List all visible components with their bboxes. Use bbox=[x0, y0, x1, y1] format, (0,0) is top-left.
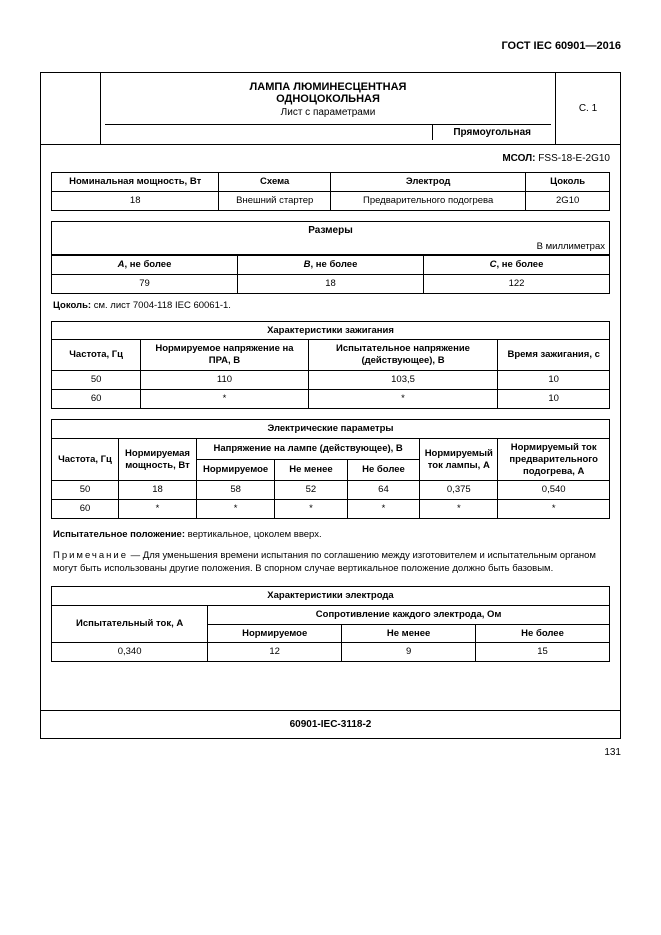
data-cell: Предварительного подогрева bbox=[330, 191, 525, 210]
data-cell: 103,5 bbox=[308, 371, 498, 390]
base-note-label: Цоколь: bbox=[53, 300, 91, 311]
data-cell: * bbox=[275, 500, 348, 519]
electrical-title: Электрические параметры bbox=[52, 419, 610, 438]
data-cell: 12 bbox=[208, 643, 342, 662]
data-cell: 0,340 bbox=[52, 643, 208, 662]
data-cell: 0,375 bbox=[420, 481, 498, 500]
data-cell: 10 bbox=[498, 371, 610, 390]
col-current: Нормируемый ток лампы, А bbox=[420, 438, 498, 481]
position-label: Испытательное положение: bbox=[53, 529, 185, 540]
msol-line: МСОЛ: FSS-18-E-2G10 bbox=[51, 153, 610, 164]
electrode-table: Характеристики электрода Испытательный т… bbox=[51, 586, 610, 663]
data-cell: 122 bbox=[424, 274, 610, 293]
column-header: Не менее bbox=[342, 624, 476, 643]
dimensions-unit: В миллиметрах bbox=[51, 239, 610, 255]
data-cell: 60 bbox=[52, 390, 141, 409]
dimensions-title: Размеры bbox=[51, 221, 610, 239]
data-cell: 15 bbox=[476, 643, 610, 662]
electrode-title: Характеристики электрода bbox=[52, 586, 610, 605]
column-header: Испытательное напряжение (действующее), … bbox=[308, 340, 498, 371]
data-cell: 10 bbox=[498, 390, 610, 409]
page-ref: С. 1 bbox=[555, 73, 620, 144]
main-frame: ЛАМПА ЛЮМИНЕСЦЕНТНАЯ ОДНОЦОКОЛЬНАЯ Лист … bbox=[40, 72, 621, 739]
data-cell: 50 bbox=[52, 481, 119, 500]
column-header: Не менее bbox=[275, 460, 348, 481]
page-number: 131 bbox=[40, 747, 621, 758]
data-cell: * bbox=[118, 500, 196, 519]
shape-label: Прямоугольная bbox=[432, 125, 551, 140]
ignition-title: Характеристики зажигания bbox=[52, 321, 610, 340]
voltage-header: Напряжение на лампе (действующее), В bbox=[197, 438, 420, 459]
note-label: Примечание bbox=[53, 550, 128, 561]
column-header: Нормируемое bbox=[208, 624, 342, 643]
data-cell: 60 bbox=[52, 500, 119, 519]
column-header: B, не более bbox=[238, 255, 424, 274]
data-cell: 79 bbox=[52, 274, 238, 293]
column-header: Нормируемое bbox=[197, 460, 275, 481]
data-cell: 64 bbox=[347, 481, 420, 500]
data-cell: 0,540 bbox=[498, 481, 610, 500]
note-body: Примечание — Для уменьшения времени испы… bbox=[53, 550, 608, 576]
dimensions-block: Размеры В миллиметрах A, не болееB, не б… bbox=[51, 221, 610, 294]
electrode-current-col: Испытательный ток, А bbox=[52, 605, 208, 643]
document-id: ГОСТ IEC 60901—2016 bbox=[40, 40, 621, 52]
resistance-header: Сопротивление каждого электрода, Ом bbox=[208, 605, 610, 624]
msol-label: МСОЛ: bbox=[502, 153, 535, 164]
data-cell: * bbox=[308, 390, 498, 409]
data-cell: 18 bbox=[238, 274, 424, 293]
footer-code: 60901-IEC-3118-2 bbox=[41, 710, 620, 738]
position-text: вертикальное, цоколем вверх. bbox=[188, 529, 322, 540]
data-cell: * bbox=[347, 500, 420, 519]
column-header: Не более bbox=[347, 460, 420, 481]
column-header: Номинальная мощность, Вт bbox=[52, 173, 219, 192]
col-freq: Частота, Гц bbox=[52, 438, 119, 481]
note-text: — Для уменьшения времени испытания по со… bbox=[53, 550, 596, 574]
data-cell: * bbox=[197, 500, 275, 519]
column-header: Частота, Гц bbox=[52, 340, 141, 371]
data-cell: 18 bbox=[118, 481, 196, 500]
col-power: Нормируемая мощность, Вт bbox=[118, 438, 196, 481]
data-cell: * bbox=[498, 500, 610, 519]
column-header: Электрод bbox=[330, 173, 525, 192]
column-header: C, не более bbox=[424, 255, 610, 274]
data-cell: 9 bbox=[342, 643, 476, 662]
col-preheat: Нормируемый ток предварительного подогре… bbox=[498, 438, 610, 481]
data-cell: 2G10 bbox=[526, 191, 610, 210]
data-cell: * bbox=[420, 500, 498, 519]
sheet-label: Лист с параметрами bbox=[105, 107, 551, 118]
column-header: Цоколь bbox=[526, 173, 610, 192]
column-header: Время зажигания, с bbox=[498, 340, 610, 371]
base-note: Цоколь: см. лист 7004-118 IEC 60061-1. bbox=[53, 300, 610, 311]
data-cell: 50 bbox=[52, 371, 141, 390]
data-cell: 52 bbox=[275, 481, 348, 500]
column-header: Схема bbox=[219, 173, 331, 192]
column-header: Не более bbox=[476, 624, 610, 643]
position-note: Испытательное положение: вертикальное, ц… bbox=[53, 529, 610, 540]
data-cell: 110 bbox=[141, 371, 308, 390]
title-block: ЛАМПА ЛЮМИНЕСЦЕНТНАЯ ОДНОЦОКОЛЬНАЯ Лист … bbox=[41, 73, 620, 145]
column-header: Нормируемое напряжение на ПРА, В bbox=[141, 340, 308, 371]
data-cell: Внешний стартер bbox=[219, 191, 331, 210]
data-cell: * bbox=[141, 390, 308, 409]
electrical-table: Электрические параметры Частота, Гц Норм… bbox=[51, 419, 610, 519]
nominal-table: Номинальная мощность, ВтСхемаЭлектродЦок… bbox=[51, 172, 610, 211]
data-cell: 58 bbox=[197, 481, 275, 500]
column-header: A, не более bbox=[52, 255, 238, 274]
ignition-table: Характеристики зажигания Частота, ГцНорм… bbox=[51, 321, 610, 409]
data-cell: 18 bbox=[52, 191, 219, 210]
title-line1: ЛАМПА ЛЮМИНЕСЦЕНТНАЯ bbox=[105, 81, 551, 93]
base-note-text: см. лист 7004-118 IEC 60061-1. bbox=[94, 300, 231, 311]
msol-value: FSS-18-E-2G10 bbox=[538, 153, 610, 164]
title-line2: ОДНОЦОКОЛЬНАЯ bbox=[105, 93, 551, 105]
